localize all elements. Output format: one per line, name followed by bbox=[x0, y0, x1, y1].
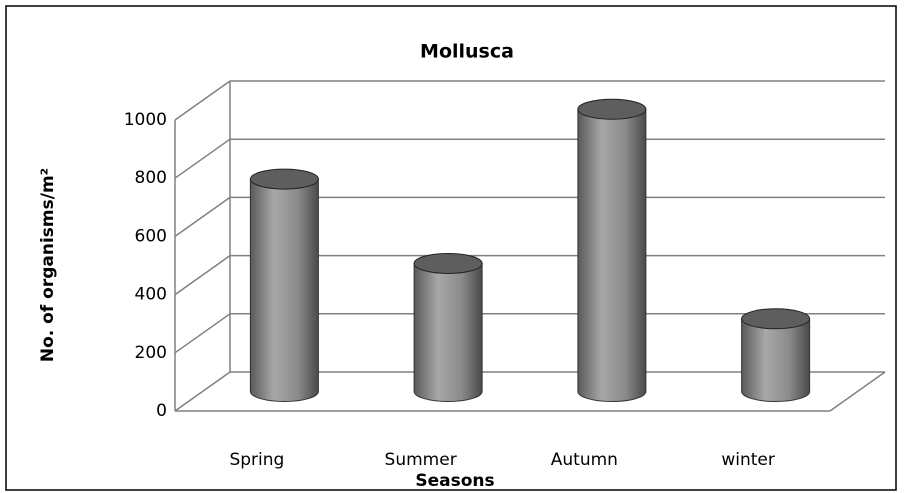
chart-title: Mollusca bbox=[420, 41, 514, 63]
bar-top bbox=[741, 308, 811, 330]
y-tick-label: 800 bbox=[135, 168, 167, 188]
bar bbox=[741, 318, 811, 402]
grid-line-side bbox=[174, 254, 231, 296]
x-axis-label: Seasons bbox=[415, 471, 494, 491]
grid-line-side bbox=[174, 196, 231, 238]
y-tick-label: 200 bbox=[135, 343, 167, 363]
bar bbox=[577, 108, 647, 402]
grid-line-side bbox=[174, 138, 231, 179]
bar bbox=[413, 262, 483, 402]
y-tick-label: 1000 bbox=[124, 110, 167, 130]
grid-line-side bbox=[174, 80, 231, 121]
grid-line-side bbox=[174, 371, 231, 412]
bar bbox=[249, 178, 319, 402]
bar-top bbox=[413, 252, 483, 274]
x-tick-label: Autumn bbox=[551, 450, 618, 470]
y-tick-label: 600 bbox=[135, 226, 167, 246]
chart-border bbox=[5, 5, 897, 491]
floor-right bbox=[829, 371, 886, 412]
bar-top bbox=[249, 168, 319, 190]
grid-line-side bbox=[174, 313, 231, 354]
y-tick-label: 0 bbox=[156, 401, 167, 421]
x-tick-label: Summer bbox=[385, 450, 457, 470]
y-axis-label: No. of organisms/m² bbox=[38, 168, 58, 362]
x-tick-label: Spring bbox=[229, 450, 284, 470]
bar-top bbox=[577, 98, 647, 120]
x-tick-label: winter bbox=[721, 450, 775, 470]
y-tick-label: 400 bbox=[135, 285, 167, 305]
